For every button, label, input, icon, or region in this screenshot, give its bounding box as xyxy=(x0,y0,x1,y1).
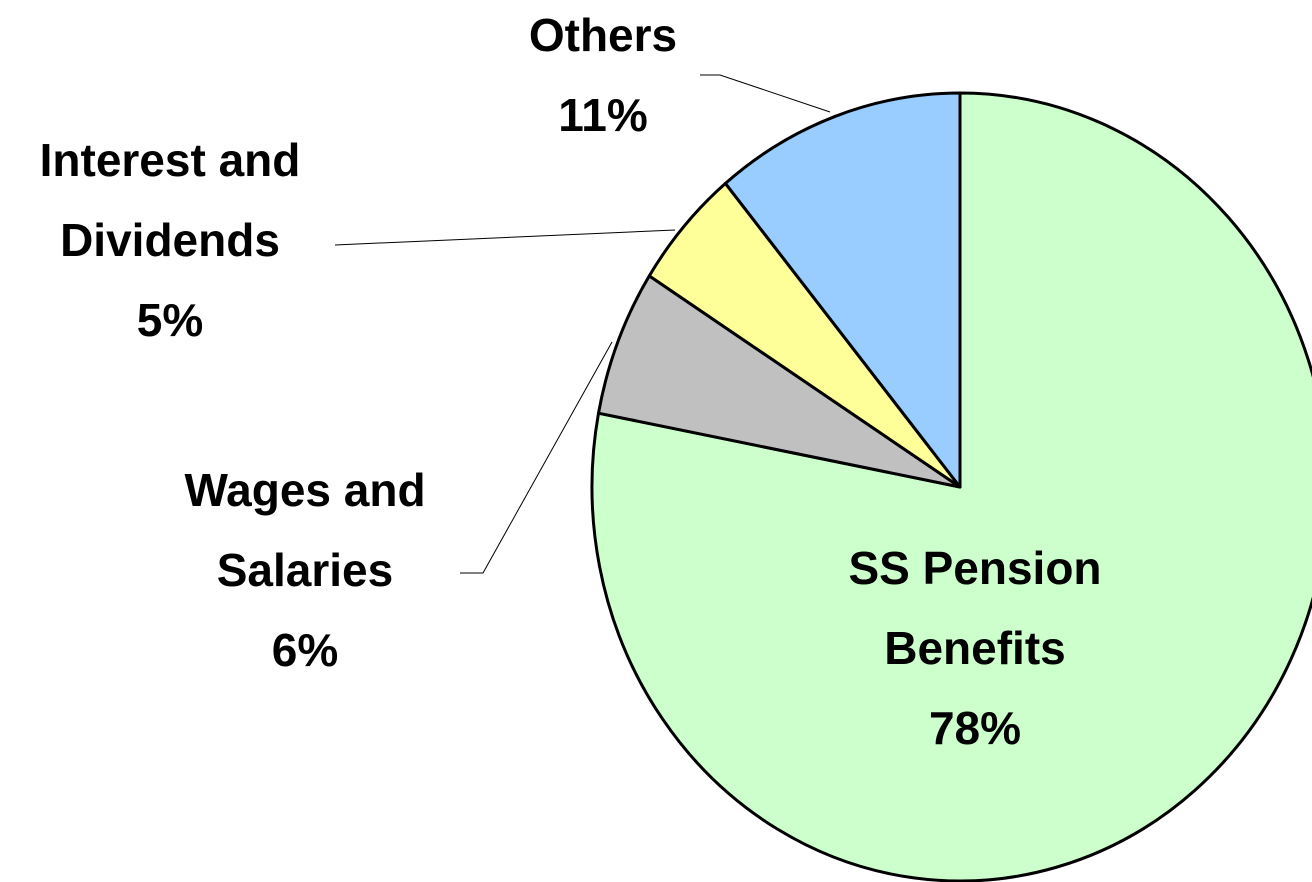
slice-label: Interest and Dividends 5% xyxy=(0,120,340,360)
leader-line xyxy=(700,74,831,113)
value-label: 6% xyxy=(271,624,339,676)
category-label: Wages and Salaries xyxy=(184,464,426,596)
category-label: SS Pension Benefits xyxy=(848,542,1102,674)
slice-label: Others 11% xyxy=(483,0,723,155)
leader-line xyxy=(460,341,613,574)
leader-line xyxy=(334,229,676,246)
slice-label: SS Pension Benefits 78% xyxy=(815,528,1135,768)
category-label: Interest and Dividends xyxy=(39,134,301,266)
value-label: 78% xyxy=(928,702,1022,754)
category-label: Others xyxy=(528,9,678,61)
pie-slice xyxy=(723,91,962,489)
value-label: 5% xyxy=(136,294,204,346)
pie-slice xyxy=(590,91,1312,882)
value-label: 11% xyxy=(558,89,648,141)
slice-label: Wages and Salaries 6% xyxy=(145,450,465,690)
pie-slice xyxy=(597,274,962,489)
